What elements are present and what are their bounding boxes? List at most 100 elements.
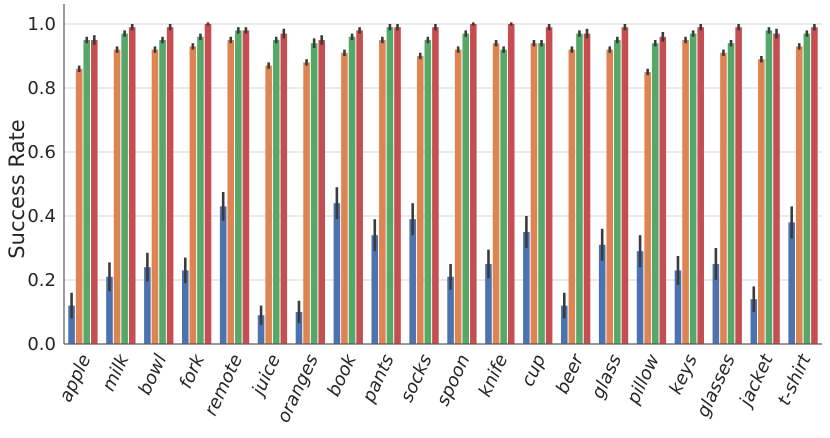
bar xyxy=(765,30,773,345)
bar xyxy=(341,52,348,345)
bar xyxy=(280,33,288,344)
x-tick-label: book xyxy=(323,350,361,400)
bar xyxy=(697,27,705,344)
bar xyxy=(636,251,644,344)
bar xyxy=(470,24,477,344)
bar xyxy=(189,46,197,345)
bar xyxy=(568,49,576,344)
bar xyxy=(485,264,492,344)
bar xyxy=(424,40,432,344)
y-tick-label: 0.4 xyxy=(27,206,56,227)
bar xyxy=(674,270,682,344)
bar xyxy=(386,27,394,344)
x-tick-label: spoon xyxy=(433,351,475,409)
bar xyxy=(758,59,765,344)
bar xyxy=(432,27,439,344)
bars xyxy=(68,24,818,345)
bar xyxy=(227,40,235,344)
bar xyxy=(788,222,795,344)
error-bars xyxy=(70,22,816,325)
bar xyxy=(379,40,386,344)
bar xyxy=(598,244,606,344)
bar xyxy=(348,36,356,345)
y-axis-label: Success Rate xyxy=(5,119,29,258)
x-tick-label: fork xyxy=(175,350,210,392)
x-tick-label: cup xyxy=(517,351,550,390)
x-tick-label: t-shirt xyxy=(774,350,816,408)
bar xyxy=(644,72,651,344)
y-ticks: 0.0 0.2 0.4 0.6 0.8 1.0 xyxy=(27,14,56,355)
x-tick-label: socks xyxy=(396,351,436,405)
x-tick-label: milk xyxy=(98,350,134,395)
bar xyxy=(394,27,401,344)
bar xyxy=(91,40,98,344)
bar xyxy=(68,305,75,344)
bar xyxy=(235,30,242,345)
x-tick-label: keys xyxy=(665,351,702,398)
bar xyxy=(621,27,629,344)
bar xyxy=(242,30,250,345)
bar xyxy=(606,49,614,344)
bar xyxy=(333,203,341,344)
bar xyxy=(295,312,303,344)
bar xyxy=(689,33,697,344)
y-tick-label: 0.8 xyxy=(27,78,56,99)
gridlines xyxy=(64,23,822,345)
bar xyxy=(720,52,727,345)
bar xyxy=(454,49,462,344)
bar xyxy=(371,235,379,344)
bar xyxy=(181,270,189,344)
bar xyxy=(712,264,720,344)
bar xyxy=(583,33,591,344)
bar xyxy=(121,33,128,344)
bar xyxy=(447,276,454,344)
bar xyxy=(538,43,545,344)
bar xyxy=(144,267,151,344)
axes xyxy=(63,4,822,345)
bar xyxy=(811,27,818,344)
bar xyxy=(523,232,530,344)
bar xyxy=(219,206,227,344)
bar xyxy=(128,27,136,344)
bar xyxy=(462,33,470,344)
bar xyxy=(727,43,735,344)
bar xyxy=(197,36,204,345)
bar xyxy=(507,24,515,344)
y-tick-label: 1.0 xyxy=(27,14,56,35)
bar xyxy=(83,40,91,344)
bar xyxy=(166,27,174,344)
x-tick-label: jacket xyxy=(734,350,778,412)
bar xyxy=(500,49,507,344)
bar xyxy=(530,43,538,344)
bar xyxy=(750,299,758,344)
bar xyxy=(75,68,83,345)
bar xyxy=(545,27,553,344)
bar xyxy=(576,33,583,344)
bar xyxy=(151,49,159,344)
bar xyxy=(310,43,318,344)
x-tick-label: knife xyxy=(475,351,513,400)
x-tick-label: juice xyxy=(247,351,285,401)
bar xyxy=(560,305,568,344)
bar xyxy=(159,40,166,344)
bar xyxy=(651,43,659,344)
bar xyxy=(682,40,689,344)
bar xyxy=(795,46,803,345)
x-tick-label: pillow xyxy=(622,351,664,408)
bar xyxy=(416,56,424,344)
bar xyxy=(265,65,272,344)
bar xyxy=(614,40,621,344)
bar xyxy=(492,43,500,344)
y-tick-label: 0.6 xyxy=(27,142,56,163)
bar xyxy=(659,36,667,345)
bar xyxy=(773,33,780,344)
x-tick-label: apple xyxy=(55,351,95,405)
bar xyxy=(113,49,121,344)
y-tick-label: 0.2 xyxy=(27,270,56,291)
bar xyxy=(803,33,811,344)
x-tick-label: beer xyxy=(552,350,589,397)
x-tick-label: bowl xyxy=(134,351,171,398)
